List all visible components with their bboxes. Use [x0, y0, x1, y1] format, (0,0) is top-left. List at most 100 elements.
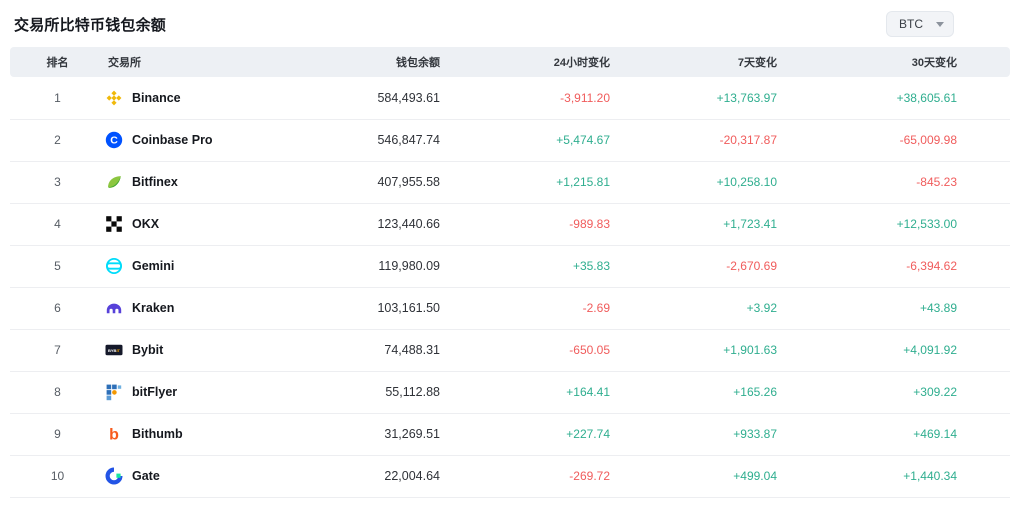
exchange-cell: Gate: [105, 455, 300, 497]
exchange-name: bitFlyer: [132, 385, 178, 399]
exchange-name: Kraken: [132, 301, 175, 315]
rank-cell: 10: [50, 469, 65, 483]
svg-text:BYBIT: BYBIT: [108, 348, 121, 353]
change-24h-cell: -2.69: [582, 301, 610, 315]
balance-cell: 103,161.50: [377, 301, 440, 315]
rank-cell: 5: [54, 259, 61, 273]
change-30d-cell: +469.14: [913, 427, 957, 441]
rank-cell: 7: [54, 343, 61, 357]
change-30d-cell: -6,394.62: [906, 259, 957, 273]
exchange-cell: b Bithumb: [105, 413, 300, 455]
exchange-name: OKX: [132, 217, 160, 231]
balance-cell: 31,269.51: [384, 427, 440, 441]
balance-cell: 22,004.64: [384, 469, 440, 483]
currency-select-value: BTC: [899, 17, 923, 31]
change-24h-cell: +35.83: [572, 259, 610, 273]
exchange-name: Bitfinex: [132, 175, 178, 189]
rank-cell: 6: [54, 301, 61, 315]
change-30d-cell: -845.23: [916, 175, 957, 189]
rank-cell: 3: [54, 175, 61, 189]
balance-cell: 407,955.58: [377, 175, 440, 189]
change-7d-cell: +499.04: [733, 469, 777, 483]
svg-text:b: b: [109, 426, 119, 443]
exchange-cell: Binance: [105, 77, 300, 119]
rank-cell: 2: [54, 133, 61, 147]
gemini-icon: [105, 257, 123, 275]
header-rank: 排名: [10, 47, 105, 77]
balance-table: 排名 交易所 钱包余额 24小时变化 7天变化 30天变化 1 Binance …: [10, 47, 1010, 498]
exchange-name: Coinbase Pro: [132, 133, 213, 147]
change-30d-cell: +38,605.61: [896, 90, 957, 105]
gate-icon: [105, 467, 123, 485]
balance-table-wrap: 排名 交易所 钱包余额 24小时变化 7天变化 30天变化 1 Binance …: [10, 47, 1010, 498]
table-row[interactable]: 4 OKX 123,440.66 -989.83 +1,723.41 +12,5…: [10, 203, 1010, 245]
change-7d-cell: +1,901.63: [723, 343, 777, 357]
rank-cell: 8: [54, 385, 61, 399]
bitflyer-icon: [105, 383, 123, 401]
currency-select[interactable]: BTC: [886, 11, 954, 37]
change-7d-cell: +10,258.10: [716, 175, 777, 189]
bithumb-icon: b: [105, 425, 123, 443]
balance-cell: 119,980.09: [378, 259, 440, 273]
topbar: 交易所比特币钱包余额 BTC: [0, 0, 1020, 45]
coinbase-icon: C: [105, 131, 123, 149]
header-change-30d: 30天变化: [777, 47, 1010, 77]
table-row[interactable]: 1 Binance 584,493.61 -3,911.20 +13,763.9…: [10, 77, 1010, 119]
change-24h-cell: +5,474.67: [556, 133, 610, 147]
rank-cell: 4: [54, 217, 61, 231]
exchange-cell: BYBIT Bybit: [105, 329, 300, 371]
exchange-cell: OKX: [105, 203, 300, 245]
exchange-name: Bybit: [132, 343, 164, 357]
table-row[interactable]: 5 Gemini 119,980.09 +35.83 -2,670.69 -6,…: [10, 245, 1010, 287]
header-exchange: 交易所: [105, 47, 300, 77]
change-24h-cell: +1,215.81: [556, 175, 610, 189]
table-row[interactable]: 9 b Bithumb 31,269.51 +227.74 +933.87 +4…: [10, 413, 1010, 455]
change-30d-cell: +12,533.00: [896, 217, 957, 231]
table-row[interactable]: 6 Kraken 103,161.50 -2.69 +3.92 +43.89: [10, 287, 1010, 329]
change-30d-cell: +1,440.34: [903, 469, 957, 483]
exchange-cell: bitFlyer: [105, 371, 300, 413]
header-change-24h: 24小时变化: [440, 47, 610, 77]
table-row[interactable]: 3 Bitfinex 407,955.58 +1,215.81 +10,258.…: [10, 161, 1010, 203]
change-24h-cell: -650.05: [569, 343, 610, 357]
exchange-cell: Gemini: [105, 245, 300, 287]
exchange-name: Gate: [132, 469, 160, 483]
exchange-cell: C Coinbase Pro: [105, 119, 300, 161]
exchange-name: Bithumb: [132, 427, 183, 441]
change-24h-cell: -989.83: [569, 217, 610, 231]
exchange-name: Binance: [132, 90, 181, 105]
kraken-icon: [105, 299, 123, 317]
balance-cell: 546,847.74: [377, 133, 440, 147]
table-row[interactable]: 10 Gate 22,004.64 -269.72 +499.04 +1,440…: [10, 455, 1010, 497]
change-30d-cell: +43.89: [919, 301, 957, 315]
change-7d-cell: +933.87: [733, 427, 777, 441]
okx-icon: [105, 215, 123, 233]
header-balance: 钱包余额: [300, 47, 440, 77]
table-row[interactable]: 2 C Coinbase Pro 546,847.74 +5,474.67 -2…: [10, 119, 1010, 161]
table-row[interactable]: 8 bitFlyer 55,112.88 +164.41 +165.26 +30…: [10, 371, 1010, 413]
change-7d-cell: +13,763.97: [716, 90, 777, 105]
change-24h-cell: -3,911.20: [560, 90, 610, 105]
table-row[interactable]: 7 BYBIT Bybit 74,488.31 -650.05 +1,901.6…: [10, 329, 1010, 371]
change-30d-cell: -65,009.98: [899, 133, 957, 147]
change-30d-cell: +309.22: [913, 385, 957, 399]
exchange-cell: Kraken: [105, 287, 300, 329]
change-7d-cell: +1,723.41: [723, 217, 777, 231]
header-change-7d: 7天变化: [610, 47, 777, 77]
rank-cell: 1: [54, 90, 61, 105]
change-7d-cell: +165.26: [733, 385, 777, 399]
balance-cell: 584,493.61: [377, 90, 440, 105]
balance-cell: 74,488.31: [384, 343, 440, 357]
svg-text:C: C: [110, 135, 118, 147]
exchange-cell: Bitfinex: [105, 161, 300, 203]
table-body: 1 Binance 584,493.61 -3,911.20 +13,763.9…: [10, 77, 1010, 497]
change-24h-cell: -269.72: [569, 469, 610, 483]
change-7d-cell: -2,670.69: [726, 259, 777, 273]
binance-icon: [105, 89, 123, 107]
change-24h-cell: +227.74: [566, 427, 610, 441]
bybit-icon: BYBIT: [105, 341, 123, 359]
change-7d-cell: +3.92: [746, 301, 777, 315]
page-title: 交易所比特币钱包余额: [14, 16, 167, 34]
bitfinex-icon: [105, 173, 123, 191]
